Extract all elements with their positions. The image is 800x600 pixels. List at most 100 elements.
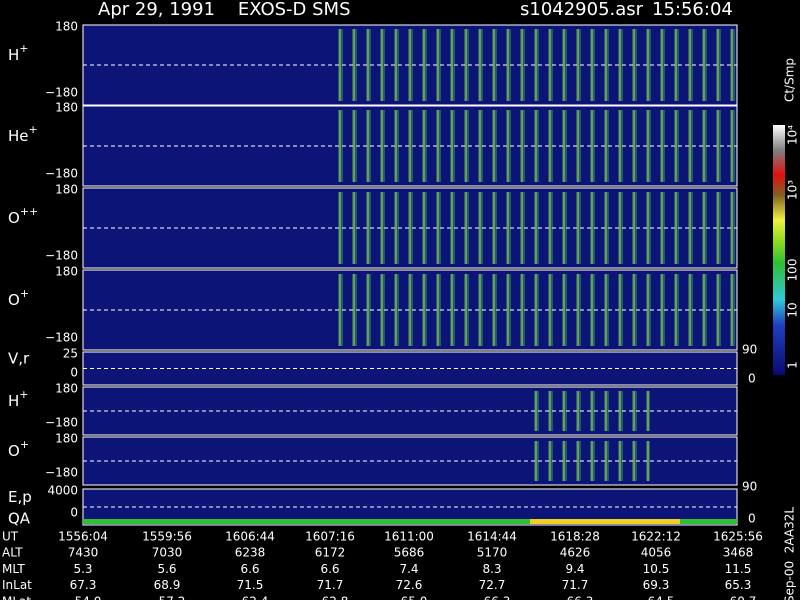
y-tick-bottom: 0 [70, 366, 78, 380]
panel-label-base: O [8, 209, 20, 227]
row-value: −66.3 [557, 594, 594, 600]
panel-label: V,r [8, 349, 30, 367]
panel-label: O+ [8, 438, 29, 460]
row-value: 7030 [152, 546, 183, 560]
panel-label-sup: ++ [20, 205, 38, 218]
y-tick-bottom: −180 [45, 416, 78, 430]
row-value: 69.3 [643, 578, 670, 592]
y-tick-top: 180 [55, 101, 78, 115]
row-value: −62.4 [232, 594, 269, 600]
row-value: 6172 [315, 546, 346, 560]
time: 15:56:04 [652, 0, 733, 20]
y-tick-top: 25 [63, 347, 78, 361]
row-value: 5.6 [157, 562, 176, 576]
footer-code: Sep-00 2AA32L [783, 507, 797, 600]
row-value: 71.5 [237, 578, 264, 592]
row-value: −64.5 [638, 594, 675, 600]
y-tick-bottom: −180 [45, 86, 78, 100]
panel-label-sup: + [29, 123, 38, 136]
row-value: 1625:56 [713, 530, 763, 544]
row-value: 6238 [235, 546, 266, 560]
y-tick-top: 180 [55, 265, 78, 279]
row-value: −62.8 [312, 594, 349, 600]
row-value: 7430 [68, 546, 99, 560]
y-tick-bottom: 0 [70, 506, 78, 520]
panel-label-2: QA [8, 510, 31, 528]
colorbar-label: 100 [786, 259, 800, 282]
row-value: 4626 [560, 546, 591, 560]
panel-label-sup: + [19, 42, 28, 55]
row-value: −54.0 [65, 594, 102, 600]
row-value: 71.7 [317, 578, 344, 592]
row-value: 3468 [723, 546, 754, 560]
row-value: 5170 [477, 546, 508, 560]
row-value: −57.2 [149, 594, 186, 600]
panel-label-base: O [8, 291, 20, 309]
row-value: 6.6 [240, 562, 259, 576]
row-value: 1607:16 [305, 530, 355, 544]
y-tick-bottom: −180 [45, 466, 78, 480]
row-value: 1614:44 [467, 530, 517, 544]
file-name: s1042905.asr [520, 0, 644, 20]
qa-strip [83, 519, 737, 524]
row-value: 67.3 [70, 578, 97, 592]
row-value: 9.4 [565, 562, 584, 576]
y-tick-bottom: −180 [45, 167, 78, 181]
row-value: 1606:44 [225, 530, 275, 544]
right-tick-top: 90 [742, 343, 757, 357]
row-value: 68.9 [154, 578, 181, 592]
panel-label-sup: + [20, 287, 29, 300]
y-tick-bottom: −180 [45, 331, 78, 345]
row-value: 5686 [394, 546, 425, 560]
panel-label: H+ [8, 42, 29, 64]
right-tick-bottom: 0 [748, 512, 756, 526]
y-tick-top: 4000 [47, 484, 78, 498]
row-value: 1618:28 [550, 530, 600, 544]
row-label: MLat [2, 594, 31, 600]
y-tick-top: 180 [55, 183, 78, 197]
row-value: 8.3 [482, 562, 501, 576]
panel-label: E,p [8, 488, 32, 506]
qa-strip-alt [530, 519, 680, 524]
panel-label: O++ [8, 205, 38, 227]
row-value: 7.4 [399, 562, 418, 576]
row-value: −65.0 [391, 594, 428, 600]
row-value: 71.7 [562, 578, 589, 592]
row-value: 10.5 [643, 562, 670, 576]
row-label: ALT [2, 546, 23, 560]
colorbar-label: 10⁴ [786, 125, 800, 145]
panel-label-base: He [8, 127, 29, 145]
row-label: MLT [2, 562, 25, 576]
right-tick-bottom: 0 [748, 372, 756, 386]
row-value: 11.5 [725, 562, 752, 576]
y-tick-top: 180 [55, 382, 78, 396]
row-value: 1556:04 [58, 530, 108, 544]
row-value: 1559:56 [142, 530, 192, 544]
row-value: 4056 [641, 546, 672, 560]
colorbar-label: 10³ [786, 180, 800, 200]
panel-label-base: H [8, 392, 19, 410]
colorbar-label: 10 [786, 302, 800, 317]
row-label: UT [2, 530, 19, 544]
row-value: −66.3 [474, 594, 511, 600]
y-tick-top: 180 [55, 432, 78, 446]
row-value: 72.6 [396, 578, 423, 592]
row-value: 6.6 [320, 562, 339, 576]
row-value: 65.3 [725, 578, 752, 592]
panel-label: He+ [8, 123, 38, 145]
y-tick-top: 180 [55, 20, 78, 34]
panel-label-base: H [8, 46, 19, 64]
title: Apr 29, 1991 EXOS-D SMS [98, 0, 351, 20]
row-value: 1622:12 [631, 530, 681, 544]
row-value: 1611:00 [384, 530, 434, 544]
right-tick-top: 90 [742, 480, 757, 494]
panel-label-sup: + [20, 438, 29, 451]
colorbar [773, 125, 785, 375]
colorbar-label: 1 [786, 361, 800, 369]
row-value: 72.7 [479, 578, 506, 592]
panel-label-base: O [8, 442, 20, 460]
panel-label-base: E,p [8, 488, 32, 506]
colorbar-unit: Ct/Smp [783, 58, 797, 102]
row-label: InLat [2, 578, 32, 592]
